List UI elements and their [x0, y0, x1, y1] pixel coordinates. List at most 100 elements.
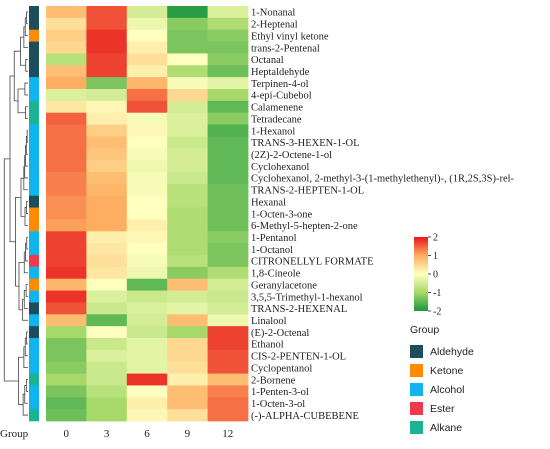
heatmap-cell: [207, 195, 249, 208]
dendrogram-link: [24, 82, 28, 96]
heatmap-cell: [126, 302, 168, 315]
heatmap-cell: [126, 41, 168, 54]
heatmap-cell: [207, 160, 249, 173]
heatmap-cell: [86, 207, 128, 220]
dendrogram-link: [25, 58, 28, 72]
heatmap-cell: [167, 373, 208, 386]
heatmap-cell: [86, 183, 128, 197]
heatmap-cell: [46, 302, 87, 315]
group-cell-ketone: [29, 207, 39, 220]
heatmap-cell: [207, 266, 249, 280]
heatmap-cell: [46, 314, 87, 327]
row-label: 1-Hexanol: [251, 126, 295, 137]
heatmap-cell: [207, 231, 249, 244]
row-label: 2-Bornene: [251, 375, 296, 386]
column-label: 6: [144, 428, 150, 440]
heatmap-cell: [46, 77, 87, 90]
heatmap-cell: [86, 385, 128, 398]
heatmap-cell: [126, 361, 168, 374]
dendrogram-link: [23, 251, 28, 274]
group-cell-alcohol: [29, 243, 39, 256]
heatmap-cell: [126, 100, 168, 114]
heatmap-cell: [46, 231, 87, 244]
dendrogram-link: [15, 196, 21, 287]
dendrogram-link: [13, 50, 21, 102]
row-label: Calamenene: [251, 103, 303, 114]
heatmap-cell: [207, 148, 249, 161]
heatmap-cell: [86, 397, 128, 410]
group-cell-alcohol: [29, 89, 39, 102]
group-cell-alcohol: [29, 361, 39, 374]
heatmap-cell: [207, 349, 249, 363]
dendrogram-link: [20, 36, 26, 66]
heatmap-cell: [126, 160, 168, 173]
heatmap-cell: [167, 278, 208, 291]
heatmap-cell: [86, 41, 128, 54]
heatmap-cell: [207, 302, 249, 315]
row-label: 4-epi-Cubebol: [251, 91, 312, 102]
row-label: Octanal: [251, 55, 284, 66]
heatmap-cell: [167, 17, 208, 31]
heatmap-cell: [207, 385, 249, 398]
legend-item-label: Aldehyde: [430, 346, 474, 358]
heatmap-cell: [46, 17, 87, 31]
heatmap-cell: [167, 53, 208, 66]
heatmap-cell: [126, 148, 168, 161]
heatmap-cell: [126, 6, 168, 19]
heatmap-cell: [126, 397, 168, 410]
group-cell-aldehyde: [29, 41, 39, 54]
heatmap-cell: [167, 89, 208, 102]
row-label: 1-Octanol: [251, 245, 293, 256]
dendrogram-link: [17, 88, 26, 114]
heatmap-cell: [207, 290, 249, 303]
heatmap-cell: [86, 219, 128, 232]
heatmap-cell: [167, 231, 208, 244]
legend-swatch-ketone: [410, 364, 423, 377]
row-label: (2Z)-2-Octene-1-ol: [251, 150, 332, 161]
heatmap-cell: [86, 349, 128, 363]
heatmap-cell: [86, 302, 128, 315]
heatmap-cell: [86, 231, 128, 244]
heatmap-cell: [46, 136, 87, 149]
row-label: (E)-2-Octenal: [251, 328, 309, 339]
heatmap-cell: [207, 41, 249, 54]
group-cell-alcohol: [29, 385, 39, 398]
row-label: Heptaldehyde: [251, 67, 310, 78]
heatmap-cell: [86, 89, 128, 102]
heatmap-cell: [126, 53, 168, 66]
heatmap-cell: [167, 183, 208, 197]
heatmap-cell: [126, 338, 168, 351]
group-cell-alcohol: [29, 290, 39, 303]
heatmap-cell: [86, 136, 128, 149]
heatmap-cell: [46, 100, 87, 114]
row-label: Cyclopentanol: [251, 363, 312, 374]
color-scale-bar: [414, 237, 428, 311]
dendrogram-link: [26, 201, 28, 214]
heatmap-cell: [86, 17, 128, 31]
heatmap-cell: [46, 112, 87, 125]
heatmap-cell: [46, 124, 87, 137]
heatmap-cell: [167, 326, 208, 339]
row-label: Hexanal: [251, 197, 286, 208]
heatmap-cell: [207, 65, 249, 78]
heatmap-cell: [126, 65, 168, 78]
heatmap-cell: [86, 314, 128, 327]
heatmap-cell: [126, 409, 168, 422]
legend-item-label: Ester: [430, 403, 455, 415]
heatmap-cell: [167, 41, 208, 54]
heatmap-cell: [46, 89, 87, 102]
dendrogram-link: [18, 262, 25, 311]
heatmap-cell: [86, 172, 128, 185]
group-cell-aldehyde: [29, 195, 39, 208]
group-cell-aldehyde: [29, 53, 39, 66]
row-label: Ethanol: [251, 340, 284, 351]
row-label: TRANS-2-HEXENAL: [251, 304, 347, 315]
legend-item-label: Alcohol: [430, 384, 464, 396]
group-cell-alcohol: [29, 124, 39, 137]
heatmap-cell: [126, 172, 168, 185]
group-cell-alcohol: [29, 183, 39, 197]
row-label: 1-Pentanol: [251, 233, 297, 244]
heatmap-cell: [46, 409, 87, 422]
heatmap-cell: [86, 100, 128, 114]
row-label: 6-Methyl-5-hepten-2-one: [251, 221, 358, 232]
